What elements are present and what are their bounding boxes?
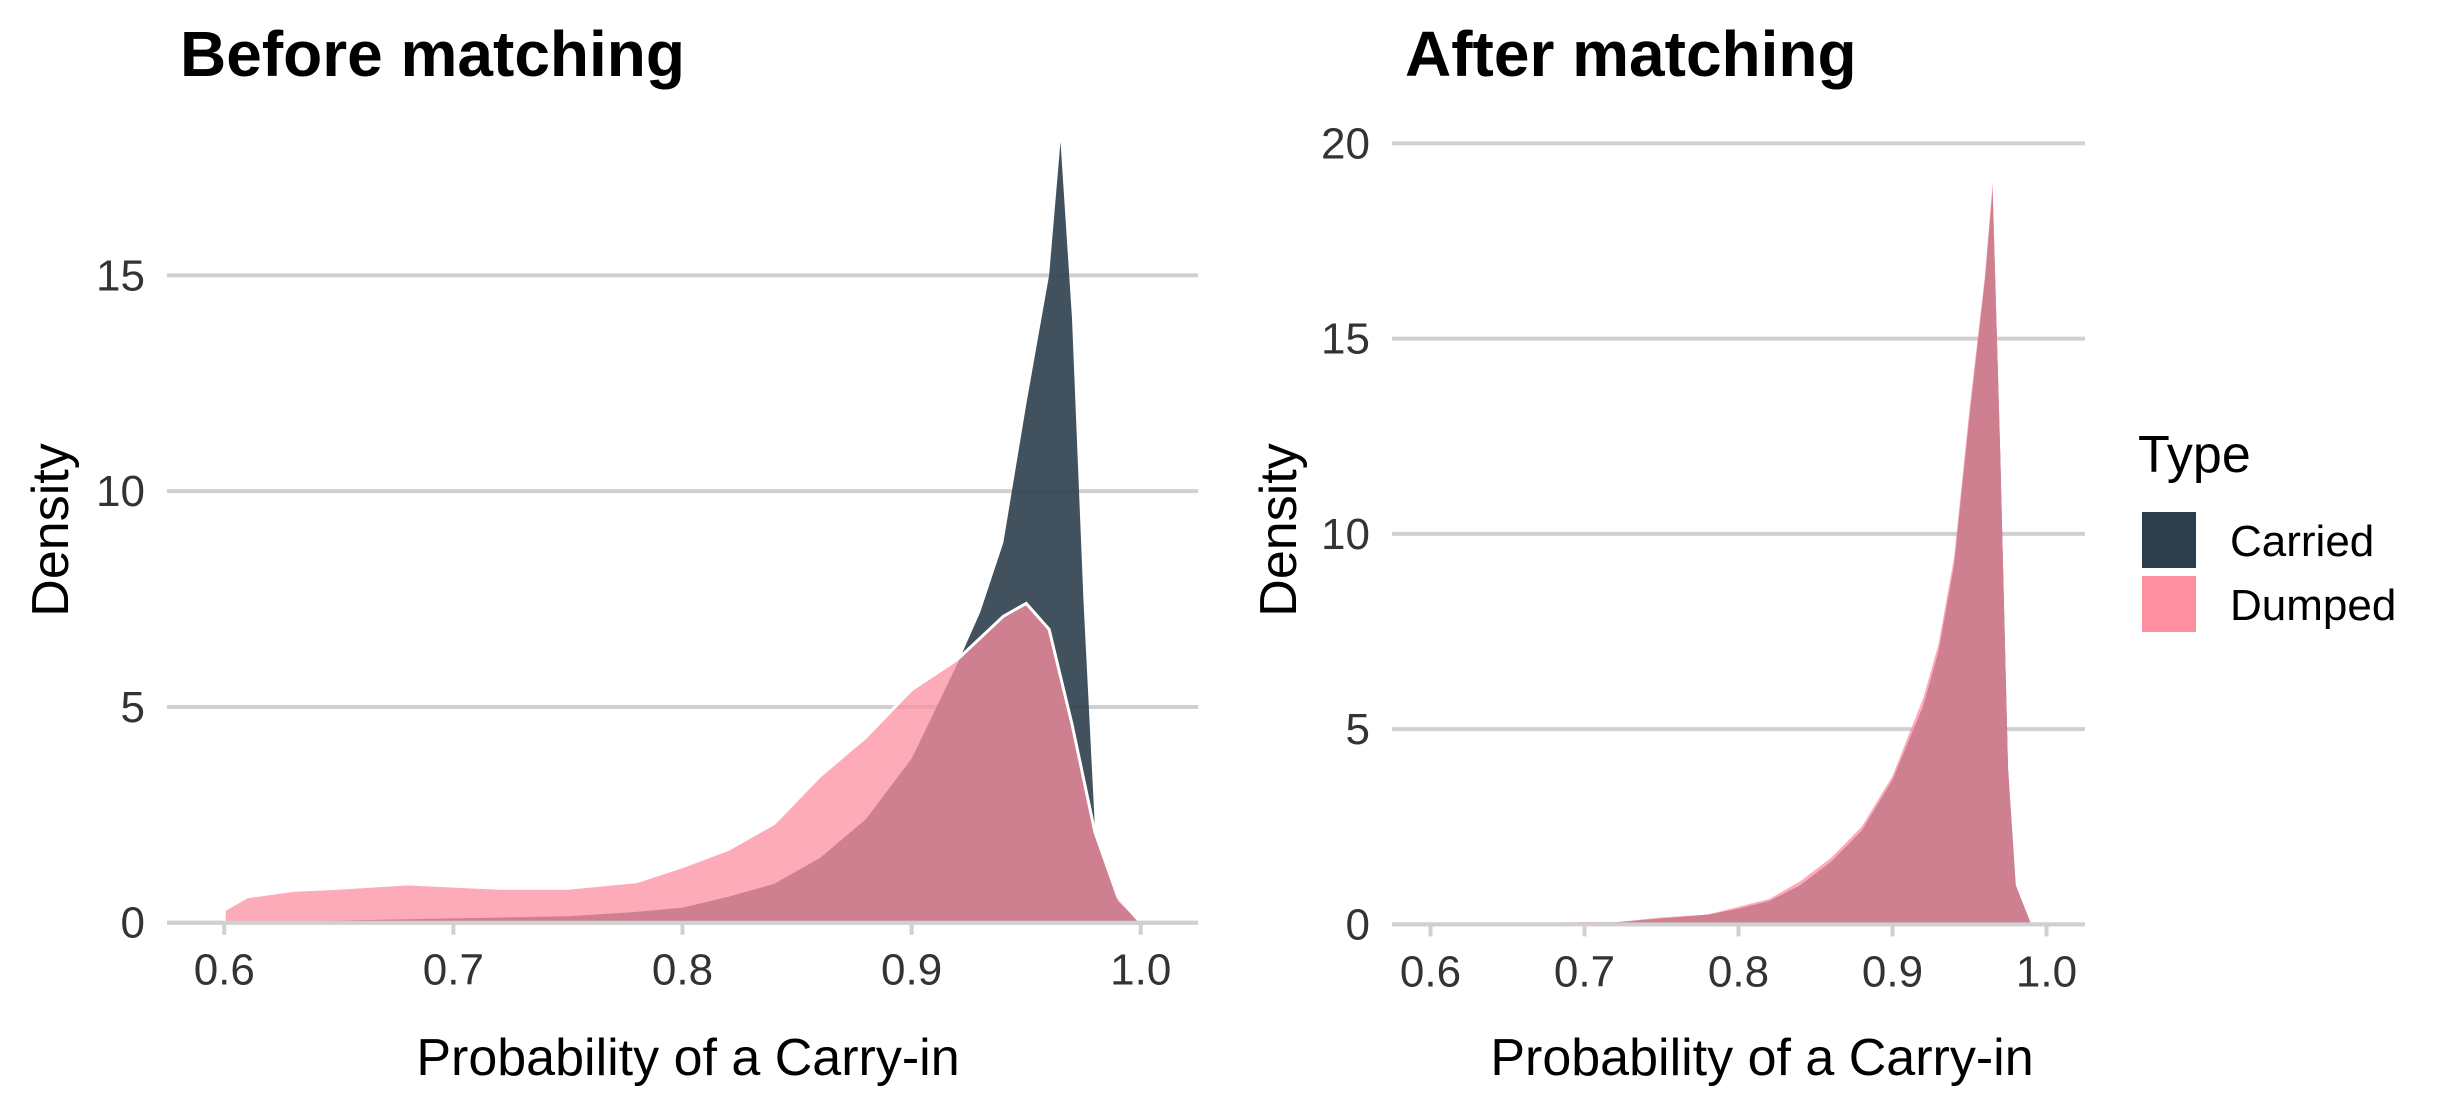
panel-after-matching: After matching 0 5 10 15 20 0.6 0.7 0.8 0.9 1.0 P…	[1250, 18, 2085, 1087]
x-tick-label: 0.8	[652, 946, 713, 995]
legend: Type Carried Dumped	[2138, 426, 2396, 632]
density-area-dumped	[222, 601, 1145, 925]
y-tick-label: 10	[96, 467, 145, 516]
legend-title: Type	[2138, 426, 2251, 484]
x-tick-label: 0.6	[194, 946, 255, 995]
x-tick-label: 1.0	[2016, 947, 2077, 996]
legend-label-carried: Carried	[2230, 517, 2374, 566]
density-areas	[222, 141, 1145, 925]
y-tick-label: 5	[121, 683, 145, 732]
legend-swatch-dumped	[2142, 576, 2196, 632]
y-tick-label: 15	[96, 251, 145, 300]
y-tick-label: 10	[1321, 510, 1370, 559]
x-tick-label: 0.9	[881, 946, 942, 995]
axes: 0 5 10 15 20 0.6 0.7 0.8 0.9 1.0	[1321, 119, 2085, 996]
x-tick-label: 0.7	[423, 946, 484, 995]
y-tick-label: 0	[1346, 900, 1370, 949]
y-axis-title: Density	[1250, 443, 1308, 616]
x-tick-label: 0.8	[1708, 947, 1769, 996]
y-axis-title: Density	[22, 443, 80, 616]
x-tick-label: 0.9	[1862, 947, 1923, 996]
y-tick-label: 0	[121, 899, 145, 948]
x-tick-label: 0.7	[1554, 947, 1615, 996]
x-tick-label: 1.0	[1110, 946, 1171, 995]
legend-swatch-carried	[2142, 512, 2196, 568]
panel-before-matching: Before matching 0 5 10 15 0.6 0.7 0.8 0.9 1.0 Pr…	[22, 18, 1198, 1087]
chart-title: Before matching	[180, 18, 685, 90]
y-tick-label: 5	[1346, 705, 1370, 754]
chart-title: After matching	[1405, 18, 1857, 90]
density-area-dumped	[1430, 182, 2032, 925]
density-areas	[1430, 182, 2032, 925]
x-axis-title: Probability of a Carry-in	[416, 1029, 959, 1087]
x-axis-title: Probability of a Carry-in	[1490, 1029, 2033, 1087]
y-tick-label: 20	[1321, 119, 1370, 168]
legend-label-dumped: Dumped	[2230, 581, 2396, 630]
axes: 0 5 10 15 0.6 0.7 0.8 0.9 1.0	[96, 251, 1198, 995]
y-tick-label: 15	[1321, 315, 1370, 364]
x-tick-label: 0.6	[1400, 947, 1461, 996]
